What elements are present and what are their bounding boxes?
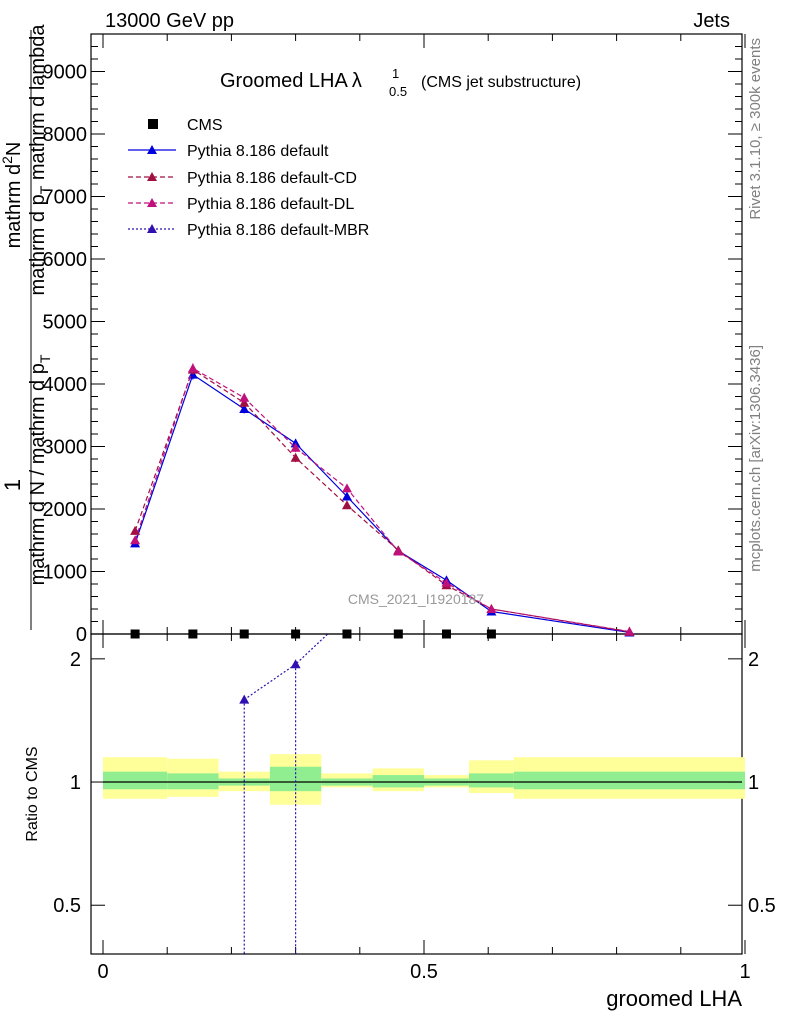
legend-marker [148, 119, 158, 129]
cms-data-points [130, 629, 496, 639]
x-tick-label: 0.5 [410, 961, 438, 983]
ratio-tick-label: 2 [70, 649, 81, 671]
y-tick-label: 3000 [43, 437, 88, 459]
cms-point [393, 629, 403, 639]
y-tick-label: 5000 [43, 312, 88, 334]
series-point [290, 442, 301, 452]
y-tick-label: 8000 [43, 124, 88, 146]
cms-point [188, 629, 198, 639]
x-tick-label: 1 [739, 961, 750, 983]
band-inner-1 [167, 773, 219, 790]
y-tick-label: 9000 [43, 62, 88, 84]
legend-entry-0: CMS [148, 117, 223, 134]
legend-marker [147, 224, 157, 233]
legend-label: Pythia 8.186 default [187, 143, 329, 160]
analysis-watermark: CMS_2021_I1920187 [348, 591, 484, 607]
cms-point [486, 629, 496, 639]
plot-title: Groomed LHA λ 1 0.5 (CMS jet substructure… [220, 66, 581, 99]
mcplots-reference-label: mcplots.cern.ch [arXiv:1306.3436] [747, 345, 764, 572]
series-point [441, 577, 452, 587]
ratio-tick-label: 1 [70, 772, 81, 794]
series-point [239, 392, 250, 402]
series-point [341, 491, 352, 501]
legend-label: Pythia 8.186 default-CD [187, 170, 357, 187]
header-energy-label: 13000 GeV pp [105, 10, 234, 32]
x-tick-label: 0 [97, 961, 108, 983]
cms-point [342, 629, 352, 639]
series-3 [239, 632, 329, 954]
series-point [393, 546, 404, 556]
series-point [239, 404, 250, 413]
legend-marker [147, 172, 157, 181]
y-tick-label: 2000 [43, 499, 88, 521]
title-superscript: 1 [392, 66, 399, 81]
y-tick-label: 4000 [43, 374, 88, 396]
title-main: Groomed LHA λ [220, 70, 362, 92]
series-point [341, 500, 352, 510]
mc-series [130, 363, 635, 954]
ylabel-right-numerator: mathrm d2N [0, 142, 25, 249]
legend-marker [147, 145, 157, 154]
legend-entry-4: Pythia 8.186 default-MBR [128, 222, 369, 239]
cms-point [441, 629, 451, 639]
ratio-point [239, 694, 250, 704]
y-tick-label: 1000 [43, 562, 88, 584]
ratio-tick-label-right: 1 [748, 772, 759, 794]
series-point [130, 535, 141, 545]
series-point [341, 483, 352, 493]
ratio-y-axis-label: Ratio to CMS [24, 746, 41, 841]
title-subscript: 0.5 [389, 84, 407, 99]
series-2 [130, 363, 635, 636]
ratio-tick-label-right: 0.5 [748, 895, 776, 917]
ratio-line [243, 633, 329, 701]
ylabel-denominator: mathrm d N / mathrm d pT [27, 354, 53, 585]
band-inner-5 [372, 775, 424, 788]
series-point [486, 604, 497, 613]
legend-label: CMS [187, 117, 223, 134]
y-axis-label: 1 mathrm d N / mathrm d pT mathrm d2N ma… [0, 24, 53, 630]
legend-entry-1: Pythia 8.186 default [128, 143, 329, 160]
legend-marker [147, 198, 157, 207]
band-inner-0 [103, 771, 168, 790]
rivet-version-label: Rivet 3.1.10, ≥ 300k events [747, 38, 764, 220]
series-point [187, 363, 198, 373]
legend-label: Pythia 8.186 default-MBR [187, 222, 369, 239]
legend-label: Pythia 8.186 default-DL [187, 196, 354, 213]
axis-ticks: 0 1000 2000 3000 4000 5000 6000 7000 8000 9000 0 0.… [43, 33, 776, 983]
ratio-tick-label-right: 2 [748, 649, 759, 671]
series-point [239, 397, 250, 407]
ylabel-right-denominator: mathrm d pT mathrm d lambda [27, 24, 53, 296]
ratio-point [290, 659, 301, 669]
legend-entry-2: Pythia 8.186 default-CD [128, 170, 357, 187]
cms-point [239, 629, 249, 639]
y-tick-label: 6000 [43, 249, 88, 271]
ylabel-numerator: 1 [0, 479, 25, 491]
series-point [290, 452, 301, 462]
band-inner-8 [513, 771, 745, 790]
legend: CMS Pythia 8.186 default Pythia 8.186 defa… [128, 117, 369, 239]
y-tick-label: 7000 [43, 187, 88, 209]
title-suffix: (CMS jet substructure) [421, 74, 581, 91]
ratio-tick-label: 0.5 [53, 895, 81, 917]
band-inner-3 [269, 766, 322, 792]
band-inner-7 [468, 773, 514, 788]
cms-point [291, 629, 301, 639]
legend-entry-3: Pythia 8.186 default-DL [128, 196, 354, 213]
series-point [624, 626, 635, 636]
cms-uncertainty-bands [103, 754, 745, 805]
y-tick-label: 0 [76, 624, 87, 646]
cms-point [130, 629, 140, 639]
x-axis-label: groomed LHA [606, 986, 742, 1011]
header-process-label: Jets [693, 10, 730, 32]
